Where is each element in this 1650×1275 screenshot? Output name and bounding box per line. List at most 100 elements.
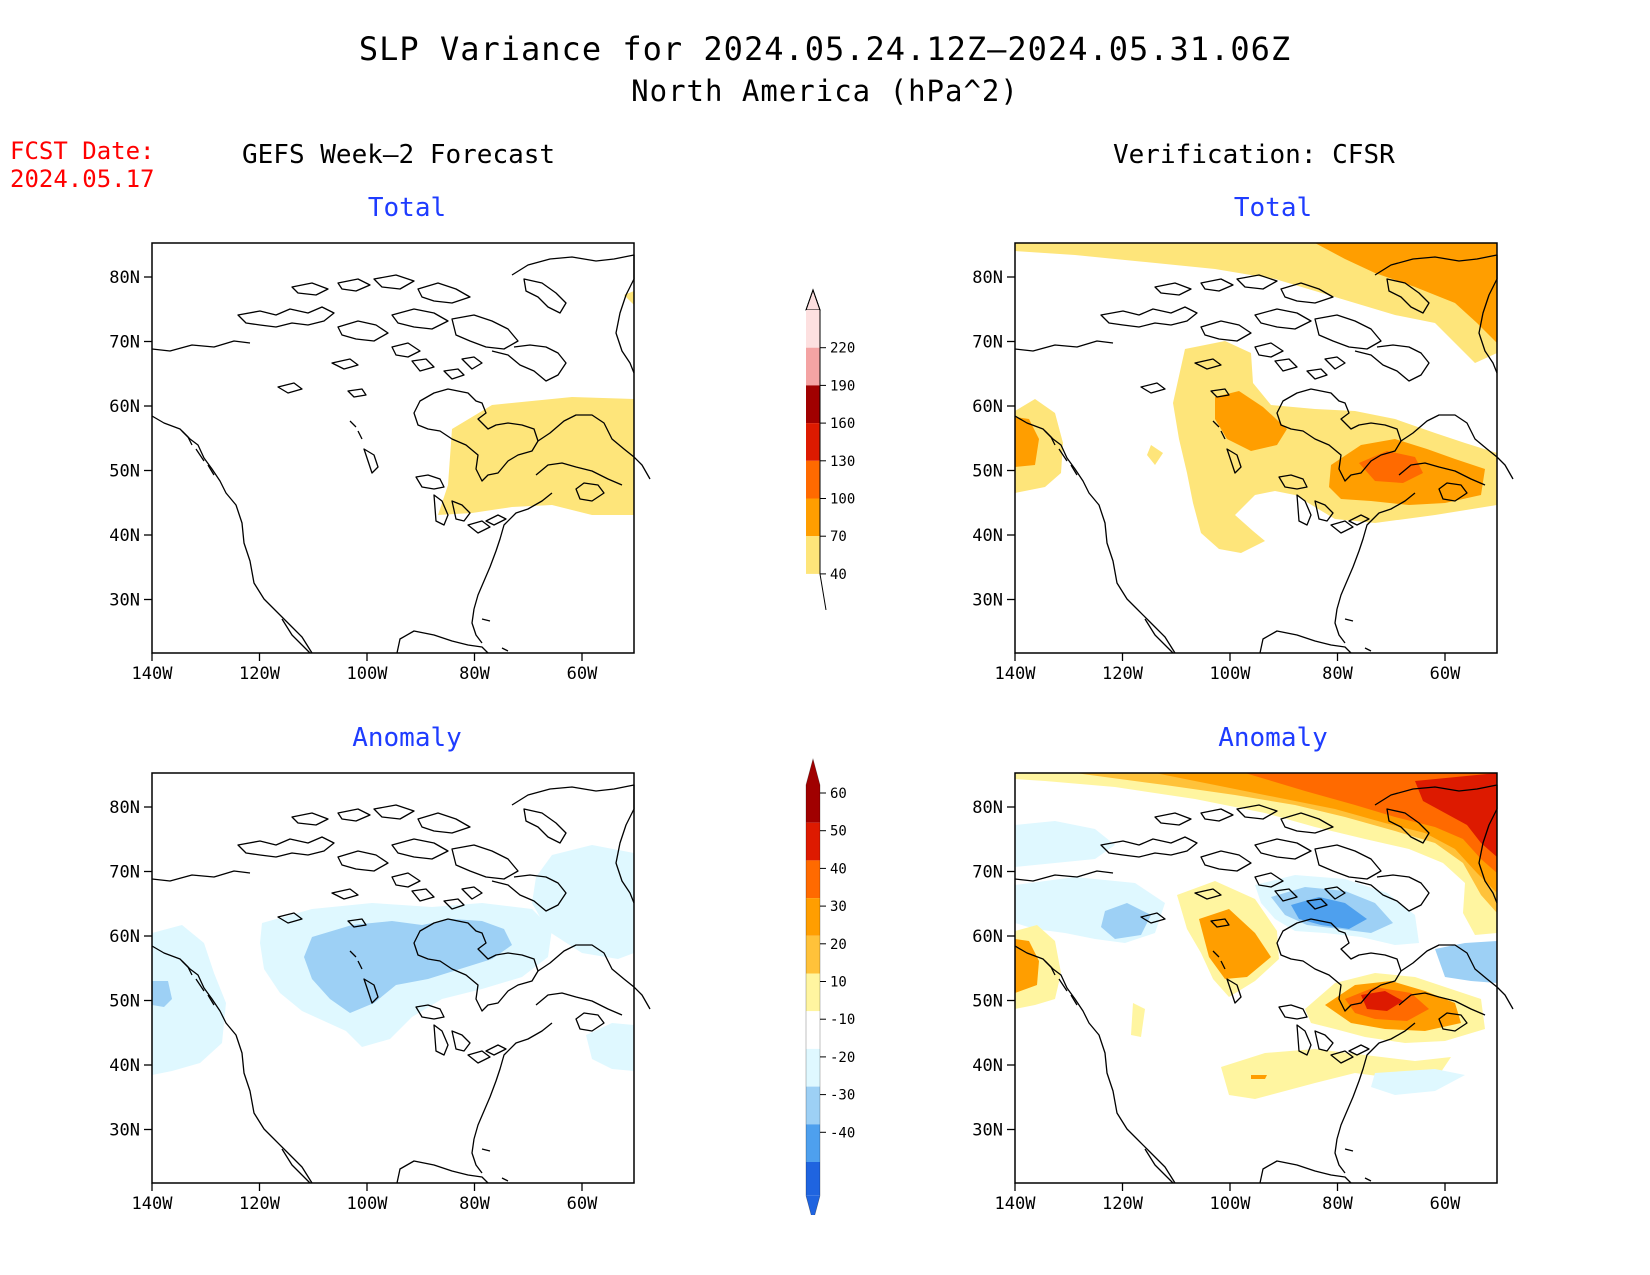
lon-tick-label: 100W	[1210, 664, 1252, 684]
contour-10-20-south	[1221, 1049, 1451, 1099]
map-frame	[1014, 242, 1498, 654]
panel-title-gefs-total: Total	[367, 193, 447, 223]
colorbar-label: -40	[830, 1125, 855, 1141]
colorbar-label: 190	[830, 378, 855, 394]
colorbar-label: 50	[830, 824, 847, 840]
column-header-cfsr: Verification: CFSR	[1113, 140, 1395, 170]
contour-30-40-south	[1251, 1075, 1267, 1079]
lat-tick-label: 50N	[109, 462, 140, 482]
colorbar-arrow-top	[806, 759, 820, 785]
colorbar-swatch	[806, 347, 820, 386]
lon-tick-label: 100W	[347, 1194, 389, 1214]
panel-title-gefs-anomaly: Anomaly	[352, 723, 462, 753]
colorbar-label: 100	[830, 492, 855, 508]
contour-40-70-small	[1147, 445, 1163, 465]
colorbar-label: 40	[830, 567, 847, 583]
contour-neg30-neg20-pacific	[152, 981, 172, 1007]
colorbar-total: 220 190 160 130 100 70 40	[805, 288, 855, 610]
colorbar-swatch	[806, 385, 820, 424]
panel-title-cfsr-anomaly: Anomaly	[1218, 723, 1328, 753]
lon-tick-label: 140W	[995, 664, 1037, 684]
lat-tick-label: 30N	[972, 1121, 1003, 1141]
lat-tick-label: 80N	[972, 798, 1003, 818]
contour-neg40-neg30-hudson	[1291, 897, 1367, 929]
lat-tick-label: 70N	[972, 863, 1003, 883]
contour-neg20-neg10-nw	[1015, 821, 1115, 867]
colorbar-arrow-top	[805, 288, 821, 311]
lon-tick-label: 100W	[347, 664, 389, 684]
map-gefs-anomaly: 80N 70N 60N 50N 40N 30N 140W 120W 100W 80W 60W	[109, 772, 651, 1214]
lat-tick-label: 70N	[972, 333, 1003, 353]
colorbar-swatch	[806, 898, 820, 936]
map-cfsr-anomaly: 80N 70N 60N 50N 40N 30N 140W 120W 100W 80W 60W	[972, 772, 1514, 1214]
axes: 80N 70N 60N 50N 40N 30N 140W 120W 100W 80W 60W	[972, 268, 1461, 684]
colorbar-swatch	[806, 536, 820, 574]
lon-tick-label: 140W	[132, 1194, 174, 1214]
panel-title-cfsr-total: Total	[1233, 193, 1313, 223]
colorbar-swatch	[806, 822, 820, 861]
lat-tick-label: 60N	[972, 927, 1003, 947]
lon-tick-label: 60W	[567, 1194, 598, 1214]
column-header-gefs: GEFS Week–2 Forecast	[242, 140, 556, 170]
colorbar-label: -30	[830, 1088, 855, 1104]
lat-tick-label: 60N	[109, 397, 140, 417]
map-gefs-total: 80N 70N 60N 50N 40N 30N 140W 120W 100W 80W 60W	[109, 242, 651, 684]
lon-tick-label: 60W	[1430, 664, 1461, 684]
axes: 80N 70N 60N 50N 40N 30N 140W 120W 100W 80W 60W	[109, 268, 598, 684]
colorbar-swatch	[806, 423, 820, 461]
lon-tick-label: 140W	[132, 664, 174, 684]
subtitle: North America (hPa^2)	[631, 74, 1019, 108]
lat-tick-label: 40N	[109, 526, 140, 546]
colorbar-label: 20	[830, 937, 847, 953]
fcst-date-caption: FCST Date:	[10, 137, 155, 165]
contour-neg20-neg10-atlantic	[586, 1023, 634, 1071]
colorbar-label: 30	[830, 899, 847, 915]
colorbar-swatch	[806, 860, 820, 899]
lat-tick-label: 40N	[972, 526, 1003, 546]
colorbar-label: 130	[830, 454, 855, 470]
lon-tick-label: 60W	[1430, 1194, 1461, 1214]
contour-neg30-neg20-central	[304, 919, 512, 1013]
colorbar-label: 10	[830, 975, 847, 991]
colorbar-label: 60	[830, 786, 847, 802]
lon-tick-label: 80W	[1322, 664, 1353, 684]
colorbar-swatch	[806, 310, 820, 348]
lon-tick-label: 140W	[995, 1194, 1037, 1214]
axes: 80N 70N 60N 50N 40N 30N 140W 120W 100W 80W 60W	[972, 798, 1461, 1214]
colorbar-swatch	[806, 1011, 820, 1049]
lat-tick-label: 30N	[109, 1121, 140, 1141]
colorbar-label: -10	[830, 1012, 855, 1028]
contour-50-60-east	[1361, 991, 1403, 1011]
colorbar-swatch	[806, 1124, 820, 1162]
colorbar-swatch	[806, 935, 820, 974]
lon-tick-label: 120W	[1102, 1194, 1144, 1214]
colorbar-swatch	[806, 785, 820, 823]
contour-neg20-neg10-ne	[532, 845, 634, 959]
contour-neg20-neg10-south	[1371, 1069, 1465, 1095]
lon-tick-label: 120W	[1102, 664, 1144, 684]
lon-tick-label: 120W	[239, 1194, 281, 1214]
main-title: SLP Variance for 2024.05.24.12Z–2024.05.…	[358, 30, 1292, 68]
axes: 80N 70N 60N 50N 40N 30N 140W 120W 100W 80W 60W	[109, 798, 598, 1214]
fcst-date-value: 2024.05.17	[10, 165, 155, 193]
colorbar-label: -20	[830, 1050, 855, 1066]
contour-70-100-arctic	[1315, 243, 1497, 343]
lat-tick-label: 80N	[972, 268, 1003, 288]
lon-tick-label: 80W	[1322, 1194, 1353, 1214]
colorbar-swatch	[806, 973, 820, 1012]
lat-tick-label: 70N	[109, 863, 140, 883]
lat-tick-label: 70N	[109, 333, 140, 353]
lat-tick-label: 60N	[109, 927, 140, 947]
lon-tick-label: 100W	[1210, 1194, 1252, 1214]
colorbar-swatch	[806, 1162, 820, 1196]
lon-tick-label: 80W	[459, 1194, 490, 1214]
contour-70-100-pacific	[1015, 417, 1039, 467]
colorbar-label: 220	[830, 341, 855, 357]
map-frame	[1014, 772, 1498, 1184]
contour-neg20-neg10-pacific	[152, 925, 226, 1075]
contour-70-100-central	[1215, 391, 1287, 451]
colorbar-anomaly: 60 50 40 30 20 10 -10 -20 -30 -40	[805, 757, 855, 1215]
lon-tick-label: 80W	[459, 664, 490, 684]
lat-tick-label: 80N	[109, 268, 140, 288]
colorbar-swatch	[806, 460, 820, 499]
